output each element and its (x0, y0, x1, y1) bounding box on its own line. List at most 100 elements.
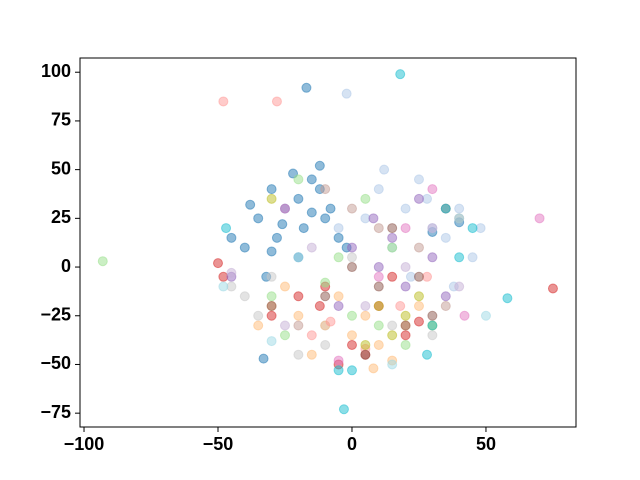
point (293, 349, 304, 360)
point (400, 223, 411, 234)
point (480, 310, 491, 321)
point (387, 271, 398, 282)
y-tick-label: 0 (61, 256, 71, 276)
point (373, 223, 384, 234)
point (306, 330, 317, 341)
point (427, 320, 438, 331)
point (373, 271, 384, 282)
point (413, 271, 424, 282)
point (454, 203, 465, 214)
x-tick-label: 50 (476, 434, 496, 454)
point (346, 252, 357, 263)
point (277, 219, 288, 230)
point (373, 301, 384, 312)
point (320, 277, 331, 288)
point (373, 339, 384, 350)
point (279, 330, 290, 341)
point (400, 339, 411, 350)
x-tick-label: 0 (347, 434, 357, 454)
point (502, 293, 513, 304)
point (266, 193, 277, 204)
y-tick-label: 50 (51, 158, 71, 178)
point (279, 320, 290, 331)
point (325, 316, 336, 327)
point (400, 310, 411, 321)
point (333, 355, 344, 366)
point (97, 256, 108, 267)
point (253, 320, 264, 331)
point (346, 262, 357, 273)
point (320, 213, 331, 224)
point (333, 301, 344, 312)
point (266, 336, 277, 347)
point (346, 310, 357, 321)
point (534, 213, 545, 224)
point (320, 291, 331, 302)
y-tick-label: 75 (51, 110, 71, 130)
point (395, 69, 406, 80)
point (373, 320, 384, 331)
x-tick-label: −100 (64, 434, 105, 454)
point (293, 252, 304, 263)
point (333, 365, 344, 376)
point (279, 281, 290, 292)
point (400, 262, 411, 273)
point (360, 349, 371, 360)
point (379, 164, 390, 175)
point (427, 252, 438, 263)
point (346, 242, 357, 253)
point (400, 281, 411, 292)
point (245, 199, 256, 210)
point (298, 223, 309, 234)
point (266, 184, 277, 195)
point (413, 291, 424, 302)
point (341, 88, 352, 99)
point (320, 184, 331, 195)
point (279, 203, 290, 214)
point (387, 359, 398, 370)
point (413, 316, 424, 327)
point (253, 213, 264, 224)
point (221, 223, 232, 234)
point (427, 184, 438, 195)
point (333, 252, 344, 263)
point (226, 267, 237, 278)
point (413, 301, 424, 312)
point (440, 232, 451, 243)
point (427, 310, 438, 321)
point (346, 330, 357, 341)
point (346, 339, 357, 350)
point (467, 252, 478, 263)
point (293, 193, 304, 204)
point (266, 246, 277, 257)
point (440, 301, 451, 312)
point (373, 184, 384, 195)
y-tick-label: 25 (51, 207, 71, 227)
point (306, 174, 317, 185)
point (373, 281, 384, 292)
point (306, 349, 317, 360)
point (213, 258, 224, 269)
point (467, 223, 478, 234)
point (258, 353, 269, 364)
point (271, 232, 282, 243)
point (395, 301, 406, 312)
point (454, 252, 465, 263)
point (293, 320, 304, 331)
point (368, 363, 379, 374)
point (400, 320, 411, 331)
point (333, 223, 344, 234)
point (266, 301, 277, 312)
point (253, 310, 264, 321)
point (440, 203, 451, 214)
point (387, 320, 398, 331)
point (440, 291, 451, 302)
point (400, 330, 411, 341)
point (368, 213, 379, 224)
point (346, 203, 357, 214)
point (333, 291, 344, 302)
point (333, 232, 344, 243)
y-tick-label: −50 (40, 353, 71, 373)
point (338, 404, 349, 415)
